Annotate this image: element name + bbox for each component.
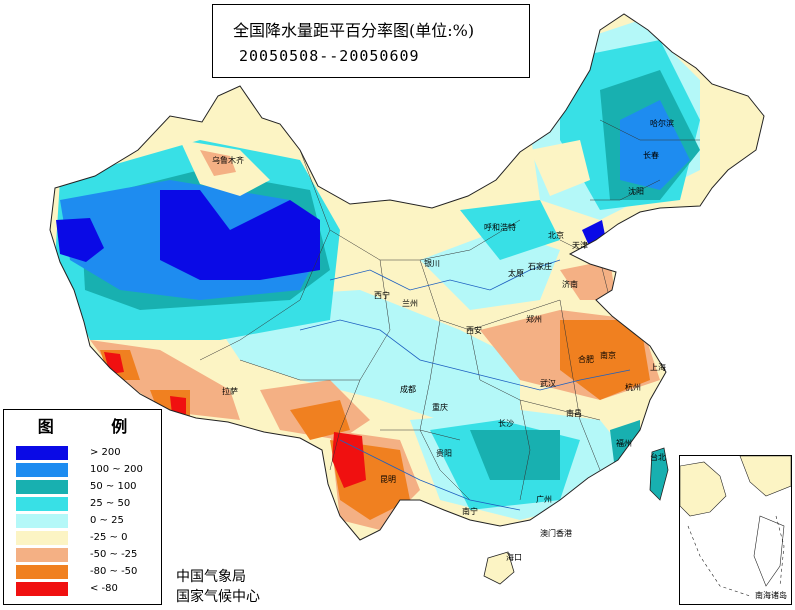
- legend-label: -25 ~ 0: [90, 532, 128, 543]
- city-chengdu: 成都: [400, 384, 416, 394]
- legend-swatch: [16, 497, 68, 511]
- city-hefei: 合肥: [578, 354, 594, 364]
- legend: 图 例 > 200 100 ~ 200 50 ~ 100 25 ~ 50 0 ~ 25 -…: [3, 409, 162, 605]
- legend-label: < -80: [90, 583, 118, 594]
- legend-label: > 200: [90, 447, 121, 458]
- legend-row: 100 ~ 200: [16, 463, 156, 480]
- city-shijiazhuang: 石家庄: [528, 261, 552, 271]
- legend-swatch: [16, 531, 68, 545]
- city-shenyang: 沈阳: [628, 186, 644, 196]
- agency-cma: 中国气象局: [176, 569, 246, 585]
- title-box: 全国降水量距平百分率图(单位:%) 20050508--20050609: [212, 4, 530, 78]
- city-hohhot: 呼和浩特: [484, 222, 516, 232]
- legend-label: -80 ~ -50: [90, 566, 138, 577]
- city-guiyang: 贵阳: [436, 448, 452, 458]
- legend-swatch: [16, 463, 68, 477]
- city-changchun: 长春: [643, 150, 659, 160]
- city-beijing: 北京: [548, 230, 564, 240]
- city-haikou: 海口: [506, 552, 522, 562]
- city-fuzhou: 福州: [616, 439, 632, 448]
- legend-label: 25 ~ 50: [90, 498, 131, 509]
- city-yinchuan: 银川: [424, 258, 440, 268]
- city-harbin: 哈尔滨: [650, 118, 674, 128]
- city-wuhan: 武汉: [540, 378, 556, 388]
- inset-map: [679, 455, 792, 597]
- city-hongkong-macao: 澳门香港: [540, 528, 572, 538]
- inset-label: 南海诸岛: [755, 590, 787, 601]
- city-xining: 西宁: [374, 290, 390, 300]
- legend-label: 0 ~ 25: [90, 515, 124, 526]
- city-lhasa: 拉萨: [222, 386, 238, 396]
- city-nanning: 南宁: [462, 506, 478, 516]
- city-jinan: 济南: [562, 279, 578, 289]
- city-lanzhou: 兰州: [402, 298, 418, 308]
- city-labels: 乌鲁木齐 哈尔滨 长春 沈阳 呼和浩特 北京 天津 石家庄 太原 济南 银川 西…: [212, 118, 674, 562]
- city-urumqi: 乌鲁木齐: [212, 155, 244, 165]
- city-taibei: 台北: [650, 452, 666, 462]
- legend-row: -80 ~ -50: [16, 565, 156, 582]
- legend-row: 0 ~ 25: [16, 514, 156, 531]
- legend-row: -50 ~ -25: [16, 548, 156, 565]
- city-hangzhou: 杭州: [625, 382, 641, 392]
- legend-label: -50 ~ -25: [90, 549, 138, 560]
- hainan-island: [483, 551, 515, 585]
- national-border: [49, 13, 765, 541]
- legend-swatch: [16, 565, 68, 579]
- legend-swatch: [16, 446, 68, 460]
- city-chongqing: 重庆: [432, 402, 448, 412]
- legend-title: 图 例: [37, 417, 154, 436]
- map-title: 全国降水量距平百分率图(单位:%): [233, 21, 475, 40]
- legend-swatch: [16, 548, 68, 562]
- date-range: 20050508--20050609: [239, 47, 420, 65]
- city-taiyuan: 太原: [508, 268, 524, 278]
- legend-swatch: [16, 514, 68, 528]
- legend-row: -25 ~ 0: [16, 531, 156, 548]
- city-shanghai: 上海: [650, 362, 666, 372]
- city-guangzhou: 广州: [536, 494, 552, 504]
- city-nanjing: 南京: [600, 350, 616, 360]
- city-kunming: 昆明: [380, 475, 396, 484]
- legend-row: 50 ~ 100: [16, 480, 156, 497]
- legend-swatch: [16, 480, 68, 494]
- city-xian: 西安: [466, 325, 482, 335]
- legend-label: 100 ~ 200: [90, 464, 143, 475]
- legend-row: > 200: [16, 446, 156, 463]
- legend-swatch: [16, 582, 68, 596]
- legend-label: 50 ~ 100: [90, 481, 137, 492]
- agency-ncc: 国家气候中心: [176, 589, 260, 605]
- taiwan-island: [649, 447, 669, 501]
- legend-row: < -80: [16, 582, 156, 599]
- legend-row: 25 ~ 50: [16, 497, 156, 514]
- city-nanchang: 南昌: [566, 408, 582, 418]
- city-changsha: 长沙: [498, 418, 514, 428]
- south-china-sea-inset: 南海诸岛: [679, 455, 792, 605]
- city-zhengzhou: 郑州: [526, 314, 542, 324]
- city-tianjin: 天津: [572, 240, 588, 250]
